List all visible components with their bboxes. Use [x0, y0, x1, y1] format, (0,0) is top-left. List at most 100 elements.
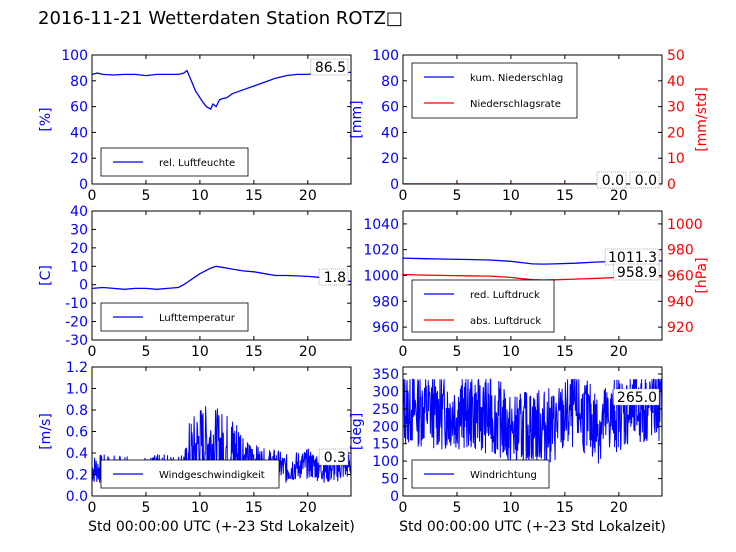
y-axis-label: [m/s] [38, 413, 54, 450]
legend-label: abs. Luftdruck [470, 316, 541, 327]
y-tick-label: 0 [79, 177, 88, 193]
y-tick-label: 0.8 [66, 403, 88, 419]
y-tick-label: 0.2 [66, 468, 88, 484]
x-tick-label: 20 [610, 344, 628, 360]
series-line-temperature-0 [92, 265, 351, 290]
y-tick-label: -10 [65, 296, 88, 312]
y-tick-label: 10 [70, 259, 88, 275]
y2-tick-label: 10 [667, 151, 685, 167]
x-tick-label: 10 [502, 344, 520, 360]
legend-box [411, 62, 578, 119]
x-tick-label: 10 [191, 500, 209, 516]
y-tick-label: 980 [372, 294, 399, 310]
value-label: 86.5 [315, 60, 346, 76]
y-tick-label: 0.0 [66, 489, 88, 505]
y2-axis-label: [mm/std] [694, 87, 710, 152]
y-tick-label: 40 [381, 125, 399, 141]
y-tick-label: 20 [381, 151, 399, 167]
y2-tick-label: 1000 [667, 217, 703, 233]
page-title: 2016-11-21 Wetterdaten Station ROTZ□ [38, 8, 403, 29]
x-tick-label: 15 [245, 188, 263, 204]
y-tick-label: 200 [372, 419, 399, 435]
x-tick-label: 0 [88, 344, 97, 360]
value-label: 1.8 [324, 270, 346, 286]
value-label-box [613, 388, 660, 406]
y-tick-label: 100 [372, 48, 399, 64]
y-tick-label: 960 [372, 320, 399, 336]
legend: kum. Niederschlag Niederschlagsrate [411, 62, 578, 119]
y-tick-label: 300 [372, 384, 399, 400]
x-tick-label: 15 [245, 500, 263, 516]
x-tick-label: 5 [452, 344, 461, 360]
x-tick-label: 0 [399, 344, 408, 360]
x-tick-label: 15 [556, 500, 574, 516]
y-tick-label: 60 [381, 100, 399, 116]
y-tick-label: 20 [70, 151, 88, 167]
x-tick-label: 10 [502, 500, 520, 516]
y-tick-label: 250 [372, 402, 399, 418]
y2-tick-label: 920 [667, 320, 694, 336]
legend-label: Lufttemperatur [159, 313, 236, 324]
y-tick-label: 50 [381, 472, 399, 488]
x-tick-label: 0 [88, 188, 97, 204]
plot-frame [402, 54, 663, 185]
y-tick-label: 350 [372, 367, 399, 383]
x-tick-label: 20 [299, 188, 317, 204]
y2-tick-label: 980 [667, 243, 694, 259]
y-tick-label: 100 [372, 454, 399, 470]
value-label-box [629, 171, 660, 189]
x-tick-label: 20 [299, 344, 317, 360]
x-tick-label: 20 [610, 188, 628, 204]
x-tick-label: 5 [452, 500, 461, 516]
y-tick-label: 0 [390, 177, 399, 193]
x-tick-label: 10 [191, 188, 209, 204]
plot-frame [91, 54, 352, 185]
y-tick-label: 80 [381, 74, 399, 90]
y-tick-label: 0 [390, 489, 399, 505]
y-tick-label: 0.6 [66, 425, 88, 441]
x-tick-label: 20 [610, 500, 628, 516]
y2-tick-label: 20 [667, 125, 685, 141]
y-tick-label: 0.4 [66, 446, 88, 462]
value-label-2: 958.9 [617, 265, 657, 281]
y-tick-label: 150 [372, 437, 399, 453]
x-tick-label: 5 [141, 188, 150, 204]
y2-tick-label: 0 [667, 177, 676, 193]
legend-label: Windgeschwindigkeit [159, 470, 265, 481]
legend: red. Luftdruck abs. Luftdruck [411, 279, 555, 333]
value-label-2-box [596, 171, 627, 189]
x-tick-label: 0 [399, 500, 408, 516]
x-tick-label: 10 [191, 344, 209, 360]
plot-frame [91, 210, 352, 341]
y-tick-label: 40 [70, 204, 88, 220]
series-line-humidity-0 [92, 69, 351, 111]
legend-label: red. Luftdruck [470, 290, 540, 301]
y-tick-label: 1040 [363, 217, 399, 233]
x-tick-label: 20 [299, 500, 317, 516]
legend-label: Niederschlagsrate [470, 99, 561, 110]
legend-box [411, 279, 555, 333]
y-tick-label: 1.0 [66, 382, 88, 398]
y-tick-label: 80 [70, 74, 88, 90]
y-tick-label: 0 [79, 278, 88, 294]
y2-tick-label: 40 [667, 74, 685, 90]
x-tick-label: 5 [141, 344, 150, 360]
y-tick-label: -20 [65, 315, 88, 331]
y2-tick-label: 50 [667, 48, 685, 64]
x-tick-label: 0 [399, 188, 408, 204]
y-tick-label: 100 [61, 48, 88, 64]
y-tick-label: -30 [65, 333, 88, 349]
x-tick-label: 5 [141, 500, 150, 516]
x-tick-label: 0 [88, 500, 97, 516]
value-label-box [318, 268, 349, 286]
panel-pressure: 0 5 10 15 20 960 980 1000 1020 1040 920 940 960 980 10… [363, 210, 710, 360]
legend: Windrichtung [411, 459, 550, 489]
y-tick-label: 60 [70, 100, 88, 116]
y2-tick-label: 960 [667, 269, 694, 285]
y2-tick-label: 30 [667, 100, 685, 116]
y-tick-label: 40 [70, 125, 88, 141]
x-tick-label: 15 [245, 344, 263, 360]
x-tick-label: 5 [452, 188, 461, 204]
